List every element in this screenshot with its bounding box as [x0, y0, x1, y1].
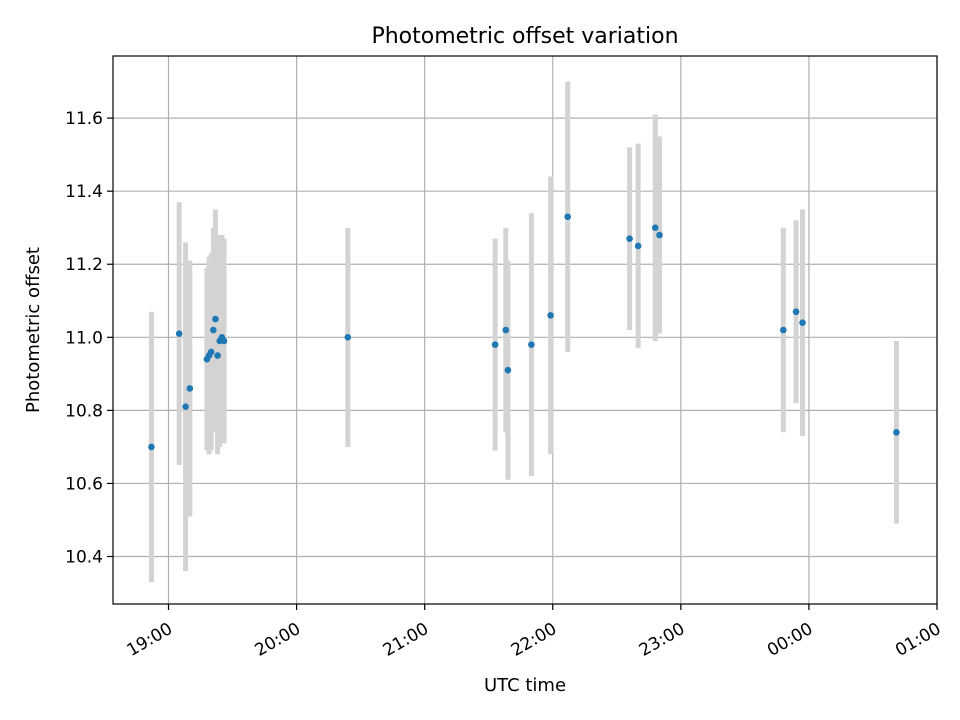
y-tick-label: 11.0: [65, 328, 103, 348]
data-point: [780, 326, 787, 334]
data-point: [148, 443, 155, 451]
data-point: [182, 403, 189, 411]
data-point: [626, 235, 633, 242]
data-point: [547, 312, 554, 319]
data-point: [792, 308, 800, 316]
data-point: [175, 330, 183, 337]
data-point: [528, 341, 535, 348]
y-tick-label: 10.6: [65, 474, 103, 494]
y-tick-label: 11.4: [65, 182, 103, 202]
y-tick-label: 10.4: [65, 548, 103, 568]
data-point: [207, 348, 215, 356]
data-point: [220, 337, 228, 345]
data-point: [502, 326, 510, 334]
data-point: [186, 385, 194, 392]
plot-frame: [112, 55, 938, 605]
x-axis-label: UTC time: [484, 675, 566, 696]
data-point: [799, 319, 806, 326]
data-point: [210, 326, 217, 334]
chart-title: Photometric offset variation: [371, 24, 678, 49]
y-tick-label: 11.2: [65, 255, 103, 275]
data-point: [634, 242, 642, 250]
data-points: [148, 213, 900, 451]
data-point: [344, 334, 352, 341]
y-tick-label: 11.6: [65, 109, 103, 129]
data-point: [491, 341, 499, 348]
data-point: [212, 315, 219, 323]
grid: [113, 56, 938, 604]
data-point: [504, 366, 512, 374]
data-point: [214, 352, 221, 359]
y-axis-label: Photometric offset: [23, 247, 44, 413]
y-axis-ticks: 10.4 10.6 10.8 11.0 11.2 11.4 11.6: [65, 109, 113, 568]
data-point: [656, 231, 663, 239]
data-point: [893, 428, 900, 436]
y-tick-label: 10.8: [65, 401, 103, 421]
data-point: [651, 224, 659, 232]
data-point: [564, 213, 571, 221]
